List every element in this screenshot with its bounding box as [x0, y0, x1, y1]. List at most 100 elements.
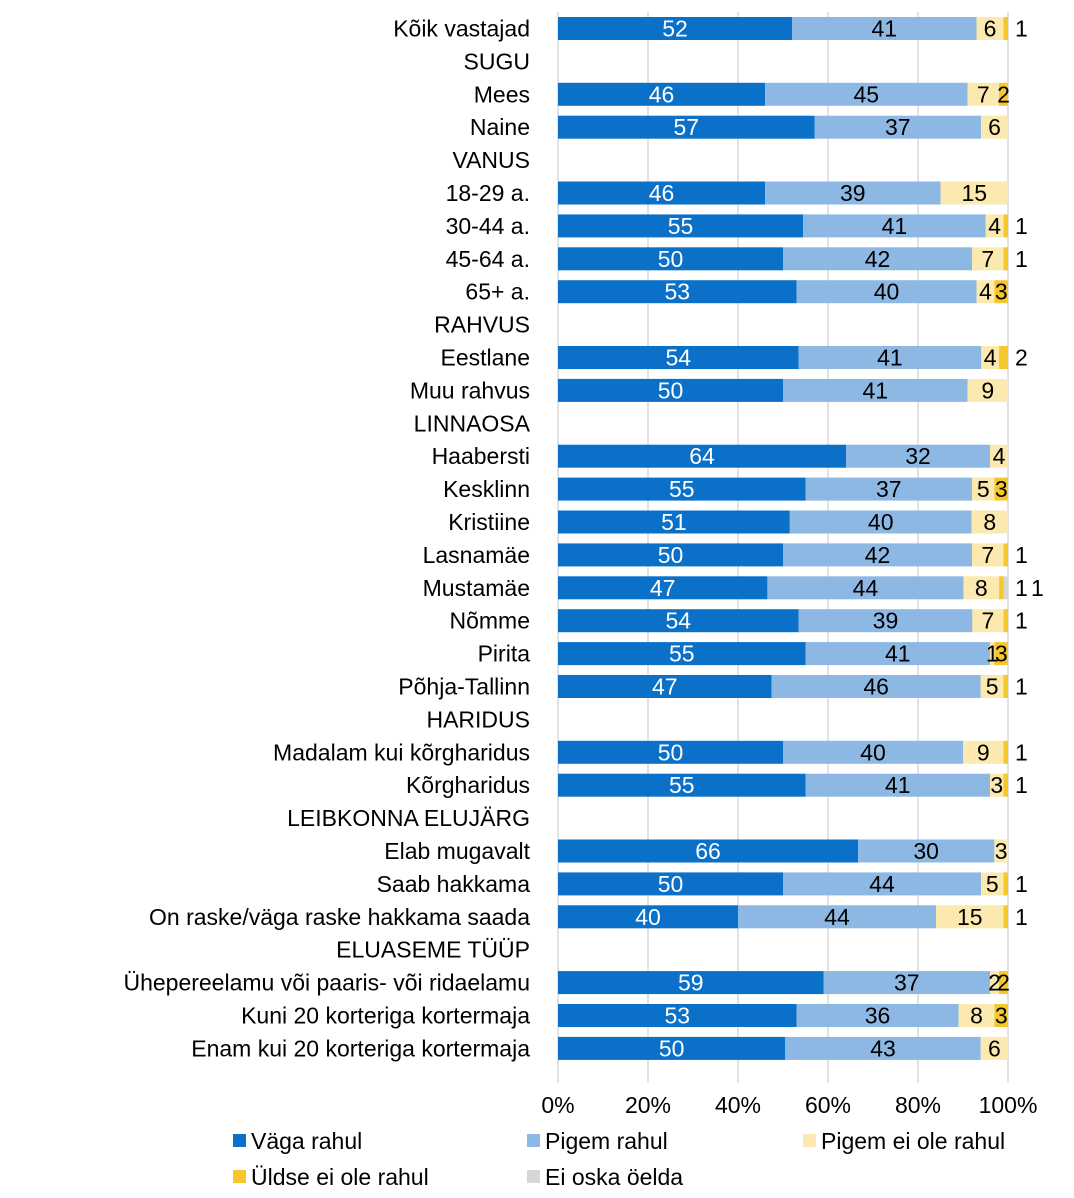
data-label: 54: [666, 608, 692, 634]
data-label: 37: [876, 476, 902, 502]
bar-segment-vaga-rahul: [558, 576, 768, 600]
category-label: Lasnamäe: [423, 542, 530, 568]
bar-segment-uldse-ei-ole-rahul: [1003, 543, 1008, 567]
data-label: 1: [1015, 772, 1028, 798]
bar-segment-pigem-ei-ole-rahul: [972, 247, 1004, 271]
bar-segment-pigem-rahul: [846, 444, 990, 468]
bar-segment-uldse-ei-ole-rahul: [999, 346, 1008, 369]
bar-segment-pigem-ei-ole-rahul: [940, 181, 1008, 205]
bar-segment-pigem-ei-ole-rahul: [936, 905, 1004, 929]
data-label: 53: [664, 1003, 690, 1029]
data-label: 1: [1015, 213, 1028, 239]
bar-segment-uldse-ei-ole-rahul: [1003, 773, 1008, 797]
bar-segment-uldse-ei-ole-rahul: [994, 642, 1008, 666]
bar-segment-vaga-rahul: [558, 214, 804, 238]
data-label: 2: [988, 970, 1001, 996]
data-label: 1: [1015, 904, 1028, 930]
bar-segment-pigem-ei-ole-rahul: [990, 642, 995, 666]
data-label: 3: [995, 279, 1008, 305]
data-label: 44: [869, 871, 895, 897]
bar-segment-vaga-rahul: [558, 477, 806, 501]
data-label: 55: [669, 641, 695, 667]
data-label: 36: [865, 1003, 891, 1029]
legend-swatch-pigem-ei-ole-rahul: [803, 1134, 816, 1147]
legend-label-ei-oska-oelda: Ei oska öelda: [545, 1164, 683, 1190]
category-label: RAHVUS: [434, 312, 530, 338]
category-label: Kõrgharidus: [406, 772, 530, 798]
data-label: 41: [885, 641, 911, 667]
bar-segment-vaga-rahul: [558, 642, 806, 666]
bar-segment-vaga-rahul: [558, 609, 799, 633]
data-label: 8: [970, 1003, 983, 1029]
bar-segment-uldse-ei-ole-rahul: [1003, 214, 1008, 238]
category-label: Pirita: [478, 641, 531, 667]
bar-segment-pigem-rahul: [767, 576, 964, 600]
data-label: 52: [662, 16, 688, 42]
bar-segment-vaga-rahul: [558, 378, 783, 402]
bar-segment-pigem-rahul: [771, 675, 981, 698]
bar-segment-uldse-ei-ole-rahul: [1003, 247, 1008, 271]
bar-segment-pigem-ei-ole-rahul: [958, 1004, 995, 1027]
data-label: 40: [868, 509, 894, 535]
bar-segment-pigem-rahul: [783, 378, 968, 402]
bar-segment-pigem-rahul: [796, 280, 977, 304]
legend-swatch-pigem-rahul: [527, 1134, 540, 1147]
category-label: Ühepereelamu või paaris- või ridaelamu: [123, 970, 530, 996]
bar-segment-pigem-ei-ole-rahul: [980, 675, 1004, 698]
x-axis-ticks: 0% 20% 40% 60% 80% 100%: [541, 1092, 1037, 1118]
data-label: 47: [650, 575, 676, 601]
bar-segment-pigem-rahul: [765, 82, 968, 106]
category-label: On raske/väga raske hakkama saada: [149, 904, 530, 930]
bar-segment-uldse-ei-ole-rahul: [1003, 905, 1008, 929]
bar-segment-vaga-rahul: [558, 510, 790, 534]
category-label: 65+ a.: [465, 279, 530, 305]
category-label: Enam kui 20 korteriga kortermaja: [191, 1035, 530, 1061]
data-label: 4: [979, 279, 992, 305]
bar-segment-uldse-ei-ole-rahul: [999, 576, 1004, 600]
category-label: 30-44 a.: [446, 213, 530, 239]
category-label: 45-64 a.: [446, 246, 530, 272]
data-label: 6: [988, 114, 1001, 140]
data-label: 57: [673, 114, 699, 140]
data-label: 41: [885, 772, 911, 798]
category-label: Kristiine: [448, 509, 530, 535]
data-label: 55: [669, 476, 695, 502]
data-label: 41: [862, 377, 888, 403]
data-label: 50: [658, 739, 684, 765]
bar-segment-vaga-rahul: [558, 839, 858, 863]
category-label: Haabersti: [432, 443, 530, 469]
data-label: 5: [986, 674, 999, 700]
data-label: 7: [981, 542, 994, 568]
bar-segment-vaga-rahul: [558, 181, 765, 205]
data-label: 3: [990, 772, 1003, 798]
bar-segment-pigem-ei-ole-rahul: [972, 477, 995, 501]
category-label: LEIBKONNA ELUJÄRG: [287, 805, 530, 831]
data-label: 1: [1015, 542, 1028, 568]
bar-segment-vaga-rahul: [558, 905, 738, 929]
x-tick-label: 80%: [895, 1092, 941, 1118]
data-label: 53: [664, 279, 690, 305]
bar-segment-pigem-rahul: [738, 905, 936, 929]
bar-segment-vaga-rahul: [558, 115, 815, 139]
data-label: 2: [997, 970, 1010, 996]
category-label: HARIDUS: [426, 706, 530, 732]
bar-segment-pigem-ei-ole-rahul: [963, 740, 1004, 764]
data-label: 41: [877, 345, 903, 371]
bar-segment-uldse-ei-ole-rahul: [999, 971, 1008, 995]
data-label: 41: [882, 213, 908, 239]
bar-segment-pigem-ei-ole-rahul: [985, 214, 1004, 238]
data-label: 3: [995, 476, 1008, 502]
data-label: 1: [1031, 575, 1044, 601]
category-label: Kõik vastajad: [393, 16, 530, 42]
bar-segment-pigem-ei-ole-rahul: [981, 872, 1004, 896]
bar-segment-uldse-ei-ole-rahul: [994, 280, 1008, 304]
bar-segment-uldse-ei-ole-rahul: [1003, 740, 1008, 764]
bar-segment-uldse-ei-ole-rahul: [1003, 609, 1008, 633]
legend-label-uldse-ei-ole-rahul: Üldse ei ole rahul: [251, 1164, 429, 1190]
data-label: 1: [986, 641, 999, 667]
data-label: 44: [824, 904, 850, 930]
data-label: 1: [1015, 246, 1028, 272]
data-label: 41: [871, 16, 897, 42]
category-label: Põhja-Tallinn: [398, 674, 530, 700]
